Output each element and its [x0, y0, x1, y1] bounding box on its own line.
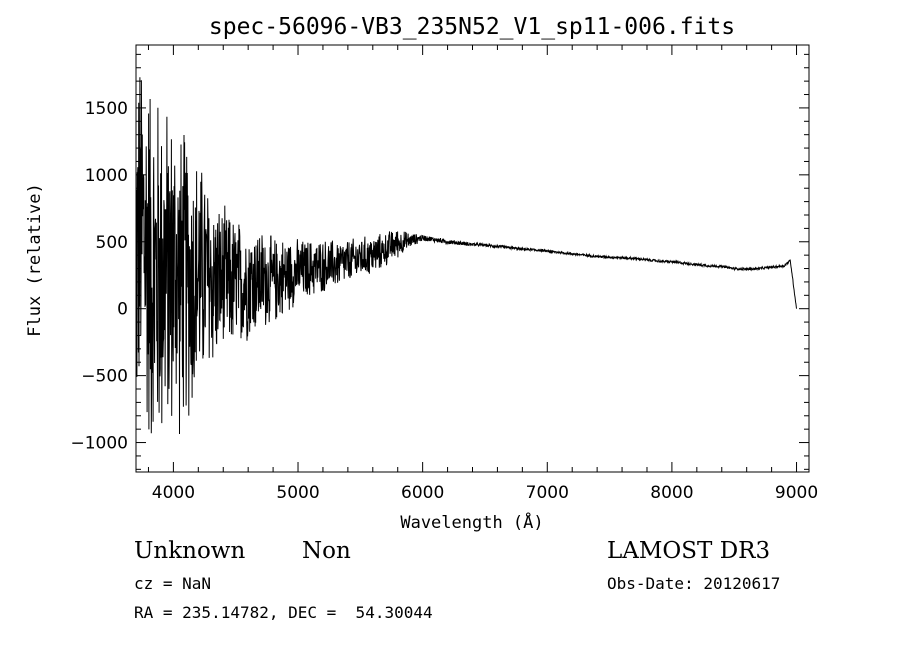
survey-name: LAMOST DR3	[607, 538, 771, 564]
y-tick-label: 500	[96, 233, 128, 253]
y-tick-label: −1000	[70, 434, 128, 454]
spectrum-line	[136, 77, 797, 435]
ra-dec-line: RA = 235.14782, DEC = 54.30044	[134, 603, 433, 622]
x-tick-label: 8000	[650, 483, 693, 503]
x-axis-label: Wavelength (Å)	[400, 511, 543, 533]
chart-title: spec-56096-VB3_235N52_V1_sp11-006.fits	[209, 14, 735, 40]
object-subclass: Non	[302, 538, 351, 564]
redshift-line: cz = NaN	[134, 574, 212, 593]
x-tick-label: 5000	[276, 483, 319, 503]
object-class: Unknown	[134, 538, 246, 564]
y-axis-label: Flux (relative)	[25, 183, 45, 337]
y-tick-label: 1000	[85, 166, 128, 186]
plot-frame	[135, 44, 810, 473]
x-tick-label: 7000	[526, 483, 569, 503]
x-tick-label: 4000	[152, 483, 195, 503]
y-tick-label: 1500	[85, 99, 128, 119]
y-tick-label: 0	[117, 300, 128, 320]
obs-date-line: Obs-Date: 20120617	[607, 574, 781, 593]
x-tick-label: 6000	[401, 483, 444, 503]
x-tick-label: 9000	[775, 483, 818, 503]
y-tick-label: −500	[81, 367, 128, 387]
